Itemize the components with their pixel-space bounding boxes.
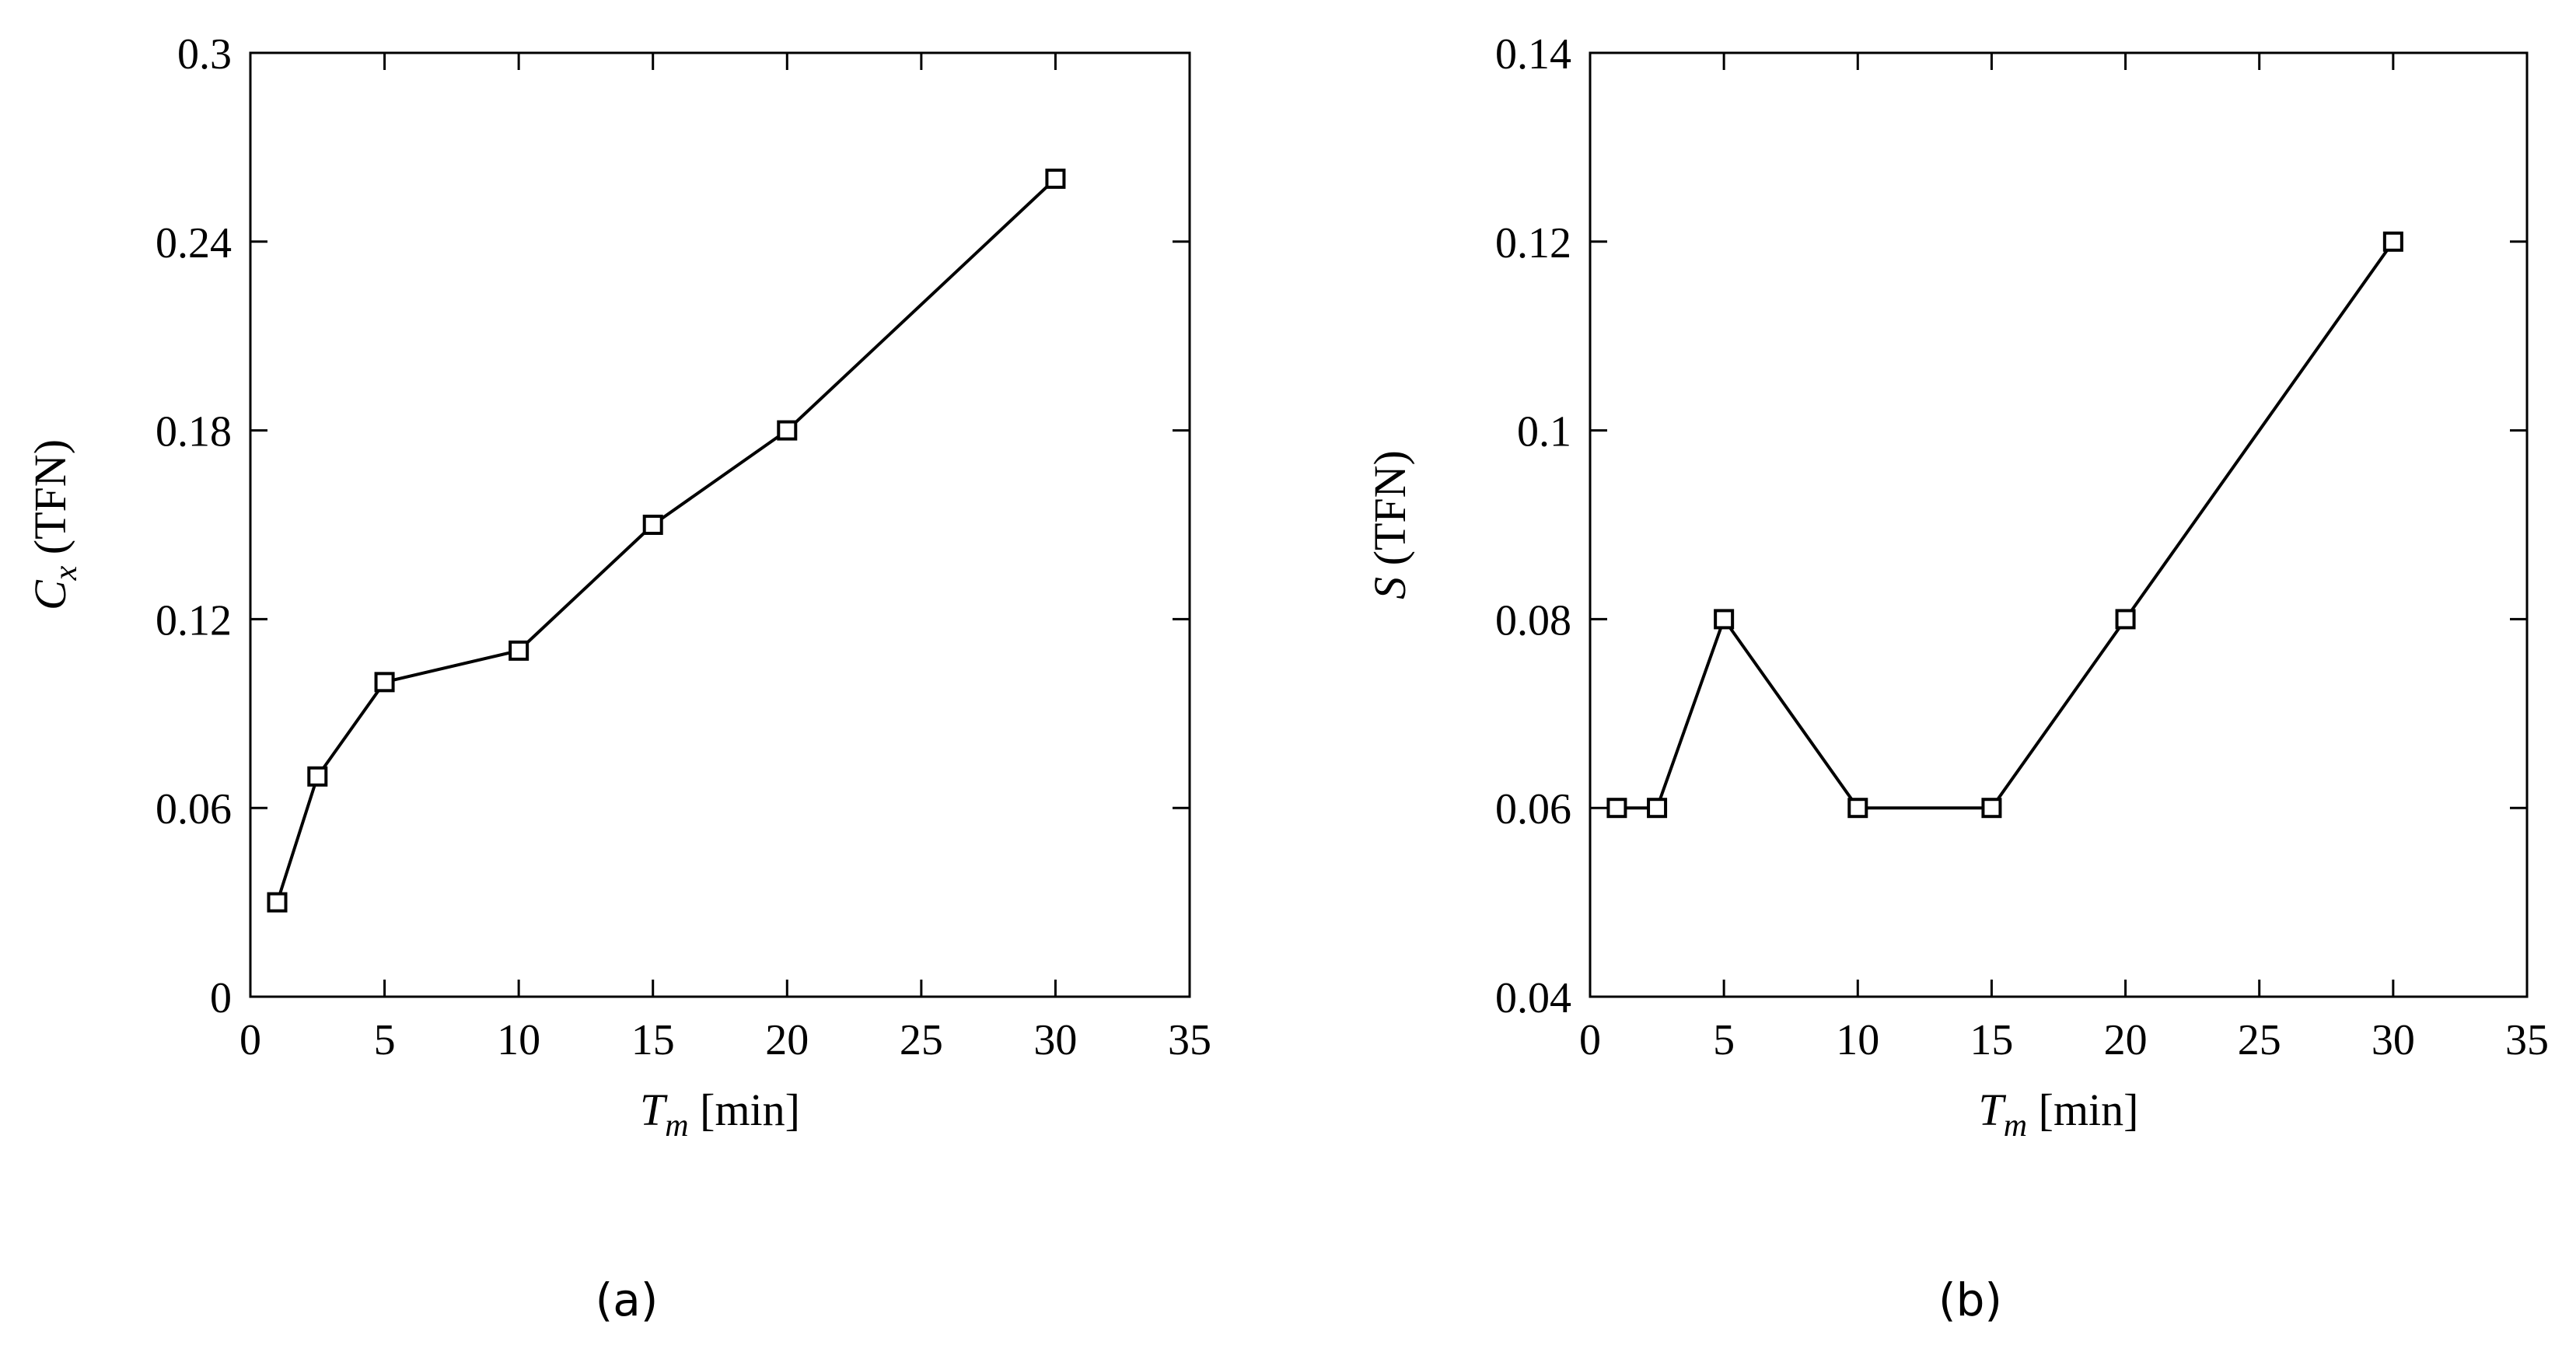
x-axis-label-symbol: T (640, 1085, 668, 1135)
data-point (2115, 609, 2136, 630)
y-tick-label: 0.18 (156, 408, 232, 456)
y-axis-label-unit: (TFN) (1365, 450, 1415, 577)
x-axis-label-unit: [min] (689, 1085, 800, 1135)
y-tick-label: 0.04 (1495, 974, 1571, 1022)
panel-caption: (a) (596, 1273, 659, 1326)
data-point (509, 640, 530, 661)
x-tick-label: 5 (374, 1016, 396, 1064)
y-tick-label: 0.12 (1495, 219, 1571, 267)
y-tick-label: 0.1 (1517, 408, 1571, 456)
plot-frame (249, 51, 1191, 998)
x-tick-label: 10 (1836, 1016, 1879, 1064)
data-point (1606, 798, 1627, 819)
y-tick-label: 0.3 (177, 30, 232, 79)
y-axis-label-subscript: x (48, 565, 84, 581)
y-tick-label: 0 (210, 974, 232, 1022)
x-tick-label: 35 (1168, 1016, 1211, 1064)
data-point (777, 420, 798, 441)
panel-b: 0 5 10 15 20 25 30 35 0.04 0.06 0.08 0.1 0.12 0.14 Tm … (1365, 30, 2549, 1326)
data-point (1647, 798, 1668, 819)
y-tick-label: 0.08 (1495, 596, 1571, 645)
x-tick-label: 5 (1713, 1016, 1735, 1064)
y-tick-label: 0.06 (1495, 785, 1571, 833)
y-axis-label-symbol: S (1365, 577, 1415, 599)
x-tick-label: 0 (1579, 1016, 1601, 1064)
y-axis-label-unit: (TFN) (25, 439, 75, 566)
data-point (1981, 798, 2002, 819)
x-tick-label: 15 (631, 1016, 675, 1064)
plot-frame (1589, 51, 2529, 998)
y-tick-label: 0.12 (156, 596, 232, 645)
x-tick-label: 35 (2505, 1016, 2549, 1064)
panel-a: 0 5 10 15 20 25 30 35 0 0.06 0.12 0.18 0.24 0.3 Tm [mi… (25, 30, 1211, 1326)
x-tick-label: 10 (497, 1016, 540, 1064)
y-tick-label: 0.24 (156, 219, 232, 267)
x-axis-label-subscript: m (2004, 1108, 2027, 1144)
x-tick-label: 30 (1033, 1016, 1077, 1064)
series-line (275, 177, 1057, 903)
x-axis-label-unit: [min] (2027, 1085, 2138, 1135)
x-tick-label: 25 (2238, 1016, 2281, 1064)
x-axis-label: Tm [min] (1979, 1085, 2139, 1144)
data-point (307, 766, 328, 787)
y-axis-label-symbol: C (25, 579, 75, 610)
x-axis-label: Tm [min] (640, 1085, 800, 1144)
x-tick-label: 15 (1970, 1016, 2013, 1064)
x-tick-label: 20 (765, 1016, 809, 1064)
panel-caption: (b) (1938, 1273, 2002, 1326)
x-axis-label-symbol: T (1979, 1085, 2007, 1135)
x-tick-label: 30 (2372, 1016, 2415, 1064)
y-tick-label: 0.06 (156, 785, 232, 833)
data-point (642, 515, 663, 535)
y-tick-label: 0.14 (1495, 30, 1571, 79)
data-point (374, 672, 395, 693)
series-line (1617, 240, 2395, 810)
x-axis-label-subscript: m (665, 1108, 688, 1144)
data-point (1045, 168, 1066, 189)
x-tick-label: 25 (900, 1016, 943, 1064)
x-tick-label: 0 (239, 1016, 261, 1064)
x-tick-label: 20 (2104, 1016, 2148, 1064)
data-point (2382, 231, 2403, 252)
data-point (1847, 798, 1868, 819)
data-point (267, 892, 288, 913)
y-axis-label: Cx (TFN) (25, 439, 84, 610)
y-axis-label: S (TFN) (1365, 450, 1415, 599)
data-point (1714, 609, 1735, 630)
